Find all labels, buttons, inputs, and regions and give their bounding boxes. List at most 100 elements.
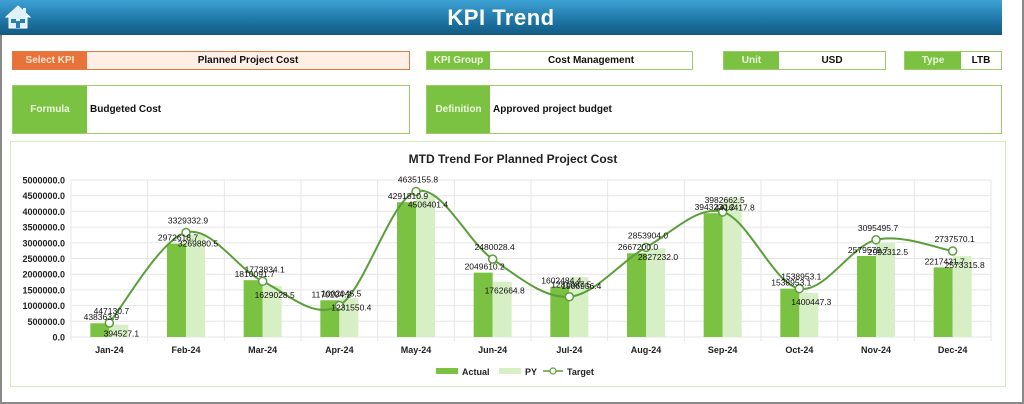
py-label: 3269880.5 (178, 238, 218, 248)
formula-value: Budgeted Cost (90, 104, 162, 115)
actual-bar (550, 286, 570, 337)
mtd-trend-chart: MTD Trend For Planned Project Cost 0.0 50… (10, 141, 1006, 387)
y-tick-label: 2500000.0 (22, 254, 65, 264)
x-tick-label: Aug-24 (631, 345, 662, 355)
target-marker (411, 186, 421, 197)
y-tick-label: 2000000.0 (22, 270, 65, 280)
py-label: 394527.1 (104, 329, 140, 339)
y-tick-label: 5000000.0 (22, 176, 65, 186)
page-title: KPI Trend (447, 5, 555, 30)
y-tick-label: 1500000.0 (22, 285, 65, 295)
py-bar (722, 198, 742, 337)
py-bar (646, 248, 665, 337)
x-tick-label: Nov-24 (861, 345, 891, 355)
y-tick-label: 500000.0 (27, 317, 65, 327)
target-label: 1281987.5 (551, 280, 591, 290)
py-bar (876, 243, 895, 337)
actual-label: 3943230.2 (695, 202, 735, 212)
header-bar: KPI Trend (0, 0, 1002, 35)
kpi-group-label: KPI Group (427, 52, 490, 69)
py-bar (186, 234, 205, 337)
y-tick-label: 3000000.0 (22, 238, 65, 248)
target-marker (717, 207, 728, 217)
actual-bar (473, 272, 493, 337)
actual-bar (703, 213, 723, 337)
chart-bars (90, 195, 972, 337)
x-tick-label: Jul-24 (556, 345, 582, 355)
kpi-group-value: Cost Management (547, 55, 635, 66)
legend-actual: Actual (462, 367, 490, 377)
definition-label: Definition (427, 86, 490, 133)
actual-bar (933, 267, 953, 337)
target-marker (487, 254, 498, 264)
actual-label: 4291810.9 (388, 191, 428, 201)
x-tick-label: Dec-24 (938, 345, 968, 355)
x-tick-label: May-24 (401, 345, 432, 355)
actual-label: 438363.9 (84, 312, 120, 322)
target-marker (334, 300, 345, 311)
target-label: 3329332.9 (168, 215, 208, 225)
actual-bar (857, 256, 876, 337)
select-kpi-field[interactable]: Select KPI Planned Project Cost (12, 51, 410, 70)
actual-label: 1602484.4 (541, 276, 581, 286)
legend-py: PY (525, 367, 537, 377)
x-tick-label: Feb-24 (171, 345, 200, 355)
py-label: 2992312.5 (868, 247, 908, 257)
py-label: 2573315.8 (945, 260, 985, 270)
chart-legend: Actual PY Target (436, 367, 594, 377)
x-tick-label: Apr-24 (325, 345, 354, 355)
type-field: Type LTB (904, 51, 1002, 70)
actual-bar (90, 323, 110, 337)
py-bar (952, 256, 972, 337)
actual-bar (167, 243, 186, 337)
unit-value: USD (821, 55, 843, 66)
target-label: 2853904.0 (628, 230, 668, 240)
y-tick-label: 4000000.0 (22, 207, 65, 217)
y-tick-label: 3500000.0 (22, 223, 65, 233)
target-marker (871, 235, 881, 245)
target-label: 1538953.1 (781, 272, 821, 282)
unit-label: Unit (724, 52, 779, 69)
py-label: 1906956.4 (561, 281, 601, 291)
formula-label: Formula (13, 86, 87, 133)
y-axis: 0.0 500000.0 1000000.0 1500000.0 2000000.0 25… (22, 176, 65, 343)
py-bar (109, 324, 129, 337)
x-tick-label: Sep-24 (708, 345, 738, 355)
target-markers (104, 186, 958, 328)
py-bar (799, 293, 819, 337)
chart-gridlines (70, 179, 992, 341)
actual-bar (397, 202, 416, 337)
target-label: 447130.7 (94, 306, 130, 316)
target-label: 2480028.4 (475, 242, 515, 252)
target-label: 3095495.7 (858, 223, 898, 233)
home-icon[interactable] (4, 3, 32, 31)
actual-label: 2049610.2 (465, 262, 505, 272)
actual-label: 1538953.1 (771, 278, 811, 288)
chart-canvas: MTD Trend For Planned Project Cost 0.0 50… (22, 152, 992, 377)
kpi-group-field: KPI Group Cost Management (426, 51, 693, 70)
unit-field: Unit USD (723, 51, 886, 70)
chart-title: MTD Trend For Planned Project Cost (409, 152, 618, 166)
py-bar (339, 298, 359, 337)
x-tick-label: Jun-24 (478, 345, 507, 355)
target-marker (257, 276, 268, 287)
target-marker (104, 318, 115, 328)
actual-label: 1170204.2 (312, 289, 352, 299)
actual-bar (627, 253, 646, 337)
definition-value: Approved project budget (493, 104, 612, 115)
py-bar (262, 285, 282, 337)
y-tick-label: 4500000.0 (22, 191, 65, 201)
py-label: 4416417.8 (715, 202, 755, 212)
actual-label: 2217431.7 (925, 256, 965, 266)
select-kpi-dropdown[interactable]: Planned Project Cost (87, 52, 409, 69)
target-label: 1773834.1 (245, 264, 285, 274)
x-tick-label: Oct-24 (785, 345, 813, 355)
y-tick-label: 1000000.0 (22, 301, 65, 311)
py-label: 1762664.8 (485, 286, 525, 296)
x-tick-label: Jan-24 (95, 345, 124, 355)
target-label: 3982662.5 (705, 195, 745, 205)
type-value: LTB (971, 55, 991, 66)
y-tick-label: 0.0 (52, 333, 65, 343)
target-marker (564, 291, 575, 302)
